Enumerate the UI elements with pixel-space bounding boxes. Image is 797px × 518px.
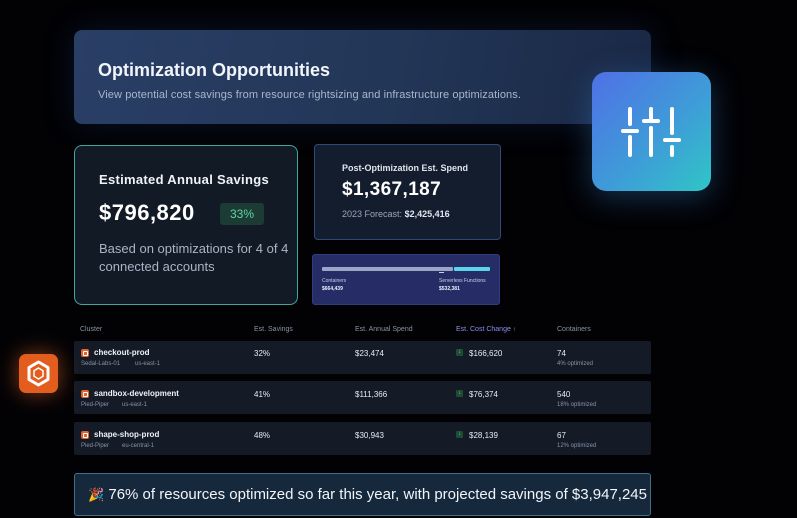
est-annual-spend: $111,366 — [355, 390, 388, 399]
page-title: Optimization Opportunities — [98, 60, 330, 80]
table-row[interactable] — [74, 381, 651, 414]
est-savings: 32% — [254, 349, 271, 358]
est-cost-change: $28,139 — [469, 431, 498, 440]
provider-logo-tile[interactable] — [19, 354, 58, 393]
cluster-org: Sedal-Labs-01 — [81, 361, 121, 367]
column-header-savings[interactable]: Est. Savings — [254, 326, 293, 333]
savings-title: Estimated Annual Savings — [99, 172, 269, 187]
est-savings: 41% — [254, 390, 271, 399]
serverless-value: $532,381 — [439, 286, 460, 292]
cluster-region: us-east-1 — [122, 402, 148, 408]
spend-breakdown-card — [312, 254, 500, 305]
column-header-cluster[interactable]: Cluster — [80, 326, 103, 333]
cluster-icon — [81, 390, 89, 398]
est-annual-spend: $30,943 — [355, 431, 384, 440]
banner-text: 76% of resources optimized so far this y… — [108, 486, 647, 503]
containers-optimized: 18% optimized — [557, 402, 597, 408]
savings-percent-badge: 33% — [220, 203, 264, 225]
spend-title: Post-Optimization Est. Spend — [342, 163, 469, 173]
trend-down-icon: ↓ — [456, 431, 463, 438]
cost-change-label: Est. Cost Change — [456, 326, 511, 333]
cluster-region: eu-central-1 — [122, 443, 155, 449]
est-savings: 48% — [254, 431, 271, 440]
cluster-name[interactable]: shape-shop-prod — [94, 430, 160, 439]
containers-count: 74 — [557, 349, 566, 358]
containers-optimized: 4% optimized — [557, 361, 594, 367]
breakdown-marker — [439, 272, 444, 273]
est-annual-spend: $23,474 — [355, 349, 384, 358]
cluster-region: us-east-1 — [135, 361, 161, 367]
progress-banner — [74, 473, 651, 516]
forecast-label: 2023 Forecast: — [342, 209, 403, 219]
cluster-icon — [81, 431, 89, 439]
table-row[interactable] — [74, 422, 651, 455]
cluster-icon — [81, 349, 89, 357]
hexagon-logo-icon — [27, 360, 50, 387]
cluster-org: Pied-Piper — [81, 443, 110, 449]
header-card — [74, 30, 651, 124]
containers-bar — [322, 267, 453, 271]
spend-amount: $1,367,187 — [342, 179, 442, 200]
column-header-containers[interactable]: Containers — [557, 326, 591, 333]
column-header-cost-change[interactable]: Est. Cost Change ↑ — [456, 326, 516, 333]
trend-down-icon: ↓ — [456, 390, 463, 397]
cluster-name[interactable]: checkout-prod — [94, 348, 150, 357]
est-cost-change: $76,374 — [469, 390, 498, 399]
containers-label: Containers — [322, 278, 347, 284]
cluster-org: Pied-Piper — [81, 402, 110, 408]
savings-note: Based on optimizations for 4 of 4 connec… — [99, 241, 289, 274]
containers-optimized: 12% optimized — [557, 443, 597, 449]
page-subtitle: View potential cost savings from resourc… — [98, 89, 522, 101]
spend-forecast: 2023 Forecast: $2,425,416 — [342, 209, 450, 219]
savings-amount: $796,820 — [99, 200, 195, 225]
optimization-tool-tile[interactable] — [592, 72, 711, 191]
containers-count: 67 — [557, 431, 566, 440]
sliders-icon — [621, 107, 681, 157]
serverless-bar — [454, 267, 490, 271]
post-optimization-spend-card — [314, 144, 501, 240]
banner-message: 🎉 76% of resources optimized so far this… — [88, 486, 647, 503]
serverless-label: Serverless Functions — [439, 278, 486, 284]
cluster-name[interactable]: sandbox-development — [94, 389, 179, 398]
party-popper-icon: 🎉 — [88, 487, 105, 502]
containers-value: $664,439 — [322, 286, 343, 292]
containers-count: 540 — [557, 390, 571, 399]
forecast-value: $2,425,416 — [404, 209, 450, 219]
sort-icon: ↑ — [512, 327, 516, 333]
column-header-spend[interactable]: Est. Annual Spend — [355, 326, 413, 333]
annual-savings-card — [74, 145, 298, 305]
table-row[interactable] — [74, 341, 651, 374]
est-cost-change: $166,620 — [469, 349, 503, 358]
trend-down-icon: ↓ — [456, 349, 463, 356]
